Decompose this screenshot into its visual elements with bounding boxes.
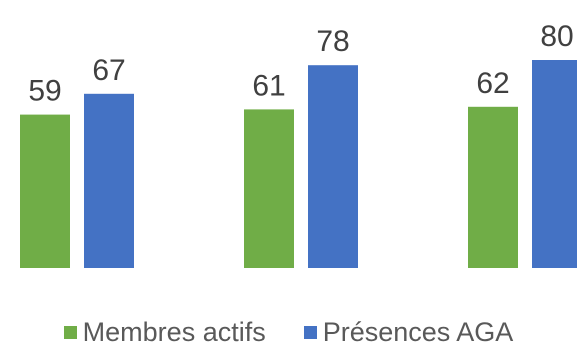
legend-item-membres-actifs: Membres actifs xyxy=(64,317,266,348)
bar-presences-aga-3 xyxy=(532,60,577,268)
legend-label-membres-actifs: Membres actifs xyxy=(83,317,266,348)
bar-membres-actifs-1 xyxy=(20,115,70,268)
data-label-presences-aga-3: 80 xyxy=(540,20,573,53)
data-label-presences-aga-1: 67 xyxy=(92,54,125,87)
data-label-presences-aga-2: 78 xyxy=(316,25,349,58)
data-label-membres-actifs-2: 61 xyxy=(252,69,285,102)
legend-item-presences-aga: Présences AGA xyxy=(304,317,514,348)
legend-swatch-membres-actifs xyxy=(64,326,77,339)
data-label-membres-actifs-1: 59 xyxy=(28,75,61,108)
bar-presences-aga-1 xyxy=(84,94,134,268)
chart-legend: Membres actifs Présences AGA xyxy=(0,312,577,352)
legend-label-presences-aga: Présences AGA xyxy=(323,317,514,348)
bar-membres-actifs-2 xyxy=(244,109,294,268)
bar-chart: 59 61 62 67 78 80 xyxy=(0,0,577,310)
legend-swatch-presences-aga xyxy=(304,326,317,339)
bar-presences-aga-2 xyxy=(308,65,358,268)
data-label-membres-actifs-3: 62 xyxy=(476,67,509,100)
bar-membres-actifs-3 xyxy=(468,107,518,268)
